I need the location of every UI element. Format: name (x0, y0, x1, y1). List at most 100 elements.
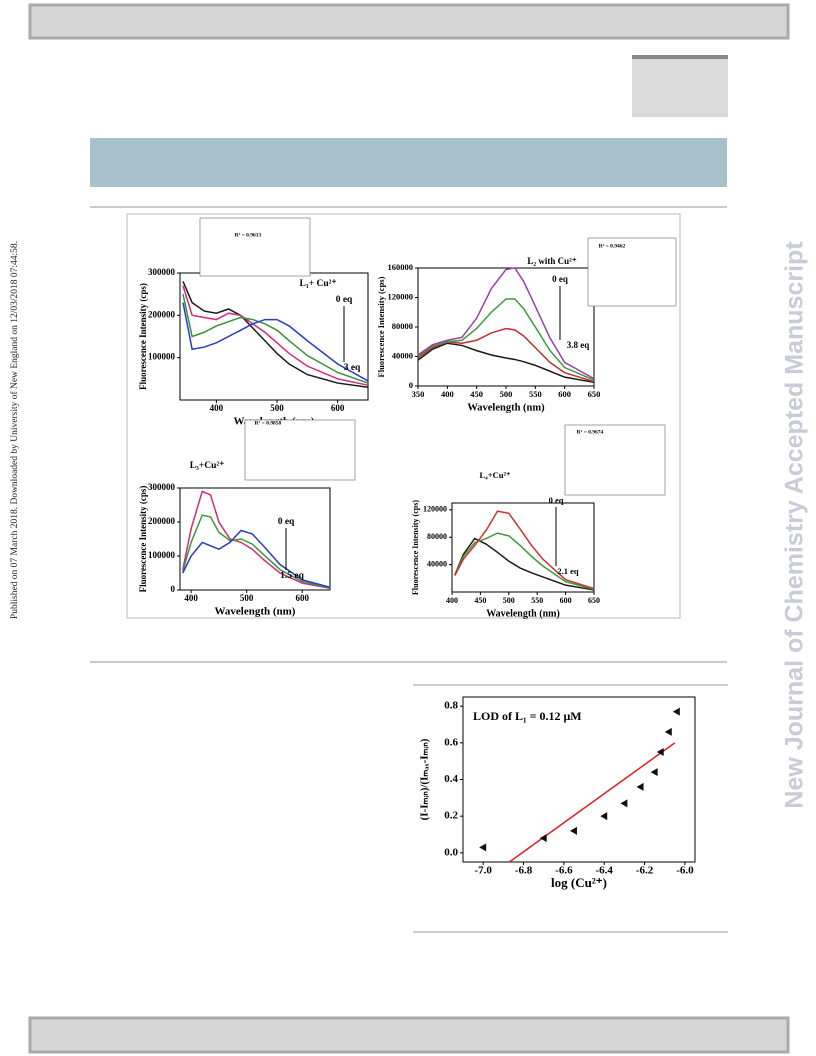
plot-frame (451, 502, 595, 593)
annotation: R² = 0.9858 (255, 420, 282, 426)
plot-frame (179, 487, 331, 591)
footer-bar (28, 1016, 790, 1054)
x-tick-label: 400 (210, 403, 224, 413)
x-tick-label: 400 (441, 389, 454, 399)
point (664, 727, 672, 736)
line-series (182, 490, 331, 590)
annotation: 0 eq (278, 517, 295, 527)
header-bar (28, 3, 790, 40)
x-axis-label: log (Cu²⁺) (551, 875, 607, 890)
point (479, 843, 487, 852)
y-tick-label: 0.2 (444, 810, 458, 822)
annotation: L₃+Cu²⁺ (190, 461, 225, 471)
y-tick-label: 100000 (148, 550, 176, 560)
x-tick-label: -6.4 (596, 865, 614, 877)
annotation: 3.8 eq (567, 340, 590, 350)
line-series (182, 302, 369, 382)
x-tick-label: 500 (500, 389, 513, 399)
x-tick-label: -7.0 (474, 865, 492, 877)
fit-line (508, 742, 676, 863)
y-tick-label: 0.4 (444, 773, 458, 785)
annotation: R² = 0.9674 (577, 429, 604, 435)
annotation: 1.5 eq (280, 571, 304, 581)
y-axis-label: Fluorescence Intensity (cps) (411, 500, 420, 595)
y-tick-label: 40000 (392, 350, 413, 360)
annotation: 3 eq (344, 363, 361, 373)
annotation: 0 eq (549, 495, 564, 505)
y-tick-label: 120000 (423, 505, 447, 514)
line-series (182, 514, 331, 589)
y-tick-label: 0.8 (444, 700, 458, 712)
x-axis-label: Wavelength (nm) (486, 608, 560, 619)
line-series (454, 510, 595, 590)
line-series (417, 298, 595, 381)
line-series (417, 267, 595, 380)
line-series (417, 342, 595, 384)
inset-frame (587, 237, 677, 307)
line-series (454, 532, 595, 590)
point (636, 782, 644, 791)
inset-frame (564, 424, 666, 496)
x-axis-label: Wavelength (nm) (467, 402, 545, 413)
x-tick-label: -6.8 (515, 865, 533, 877)
x-tick-label: 650 (588, 389, 601, 399)
y-tick-label: 300000 (148, 482, 176, 492)
point (539, 834, 547, 843)
x-axis-label: Wavelength (nm) (215, 606, 296, 618)
x-tick-label: 450 (474, 596, 486, 605)
y-tick-label: 80000 (392, 321, 413, 331)
annotation: L₁+ Cu²⁺ (300, 279, 337, 289)
x-tick-label: -6.0 (676, 865, 694, 877)
y-tick-label: 0 (409, 380, 413, 390)
inset-frame (199, 217, 311, 277)
y-tick-label: 0 (171, 584, 176, 594)
x-tick-label: -6.2 (636, 865, 654, 877)
line-series (182, 294, 369, 384)
annotation: R² = 0.9613 (235, 232, 262, 238)
sidebar-left: Published on 07 March 2018. Downloaded b… (9, 241, 20, 619)
y-tick-label: 200000 (148, 309, 176, 319)
y-tick-label: 300000 (148, 267, 176, 277)
logo-stripe (632, 55, 728, 59)
y-axis-label: Fluorescence Intensity (cps) (376, 276, 386, 377)
line-series (454, 537, 595, 591)
annotation: L₄+Cu²⁺ (480, 470, 511, 480)
title-bar (90, 138, 727, 187)
x-tick-label: 400 (446, 596, 458, 605)
annotation: L₂ with Cu²⁺ (527, 256, 576, 266)
y-tick-label: 100000 (148, 352, 176, 362)
sidebar-right: New Journal of Chemistry Accepted Manusc… (781, 241, 809, 809)
line-series (182, 529, 331, 589)
y-axis-label: Fluorescence Intensity (cps) (138, 283, 148, 390)
annotation: 0 eq (552, 274, 568, 284)
y-tick-label: 0.0 (444, 846, 458, 858)
x-tick-label: 500 (503, 596, 515, 605)
point (620, 799, 628, 808)
y-tick-label: 80000 (427, 532, 447, 541)
inset-frame (244, 419, 356, 481)
point (600, 812, 608, 821)
line-series (182, 281, 369, 389)
point (650, 768, 658, 777)
annotation: 0 eq (336, 295, 353, 305)
logo-box (632, 55, 728, 117)
x-tick-label: 550 (529, 389, 542, 399)
x-tick-label: 600 (558, 389, 571, 399)
x-tick-label: 600 (295, 593, 309, 603)
point (569, 826, 577, 835)
x-tick-label: 500 (270, 403, 284, 413)
x-tick-label: 600 (331, 403, 345, 413)
annotation: R² = 0.9462 (599, 243, 626, 249)
point (672, 707, 680, 716)
y-axis-label: (I-Iₘᵢₙ)/(Iₘₐₓ-Iₘᵢₙ) (419, 738, 431, 820)
x-tick-label: 500 (240, 593, 254, 603)
y-tick-label: 120000 (388, 291, 414, 301)
annotation: 2.1 eq (557, 566, 579, 576)
y-tick-label: 200000 (148, 516, 176, 526)
x-tick-label: 550 (531, 596, 543, 605)
y-tick-label: 160000 (388, 262, 414, 272)
point (656, 748, 664, 756)
x-tick-label: 450 (470, 389, 483, 399)
